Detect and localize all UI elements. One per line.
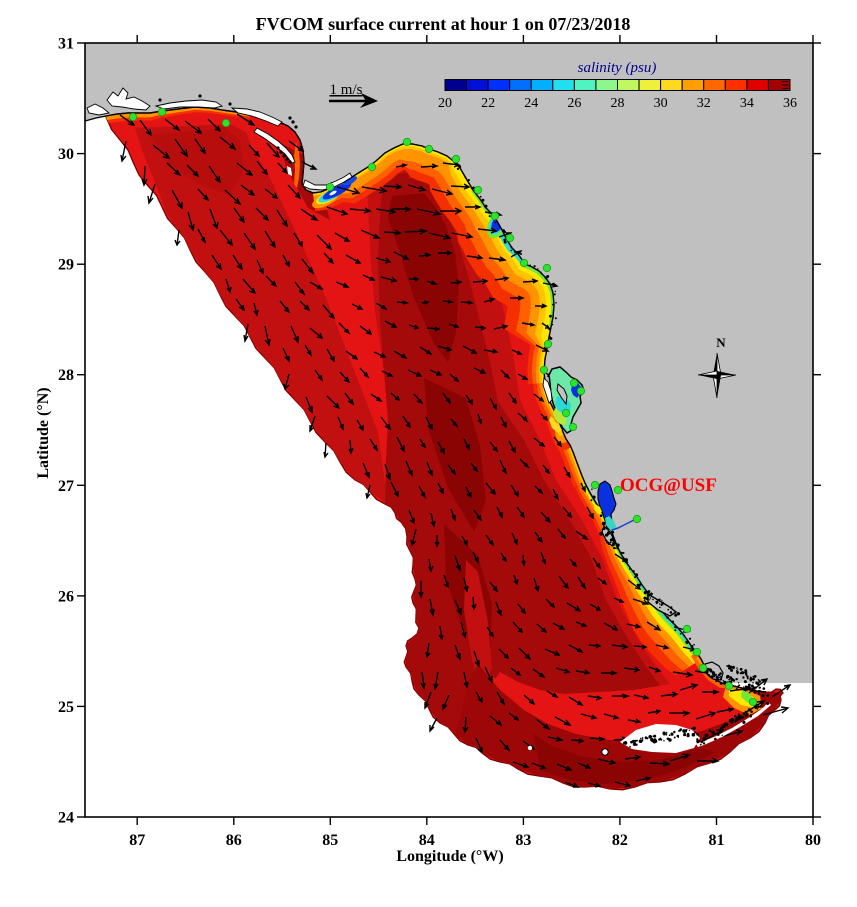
svg-text:80: 80: [805, 832, 821, 849]
svg-text:84: 84: [419, 832, 435, 849]
svg-text:36: 36: [783, 96, 797, 111]
svg-text:22: 22: [481, 96, 495, 111]
svg-text:86: 86: [226, 832, 242, 849]
svg-text:30: 30: [58, 146, 74, 163]
svg-text:34: 34: [740, 96, 754, 111]
svg-text:26: 26: [58, 588, 74, 605]
svg-text:salinity (psu): salinity (psu): [578, 60, 657, 76]
svg-text:28: 28: [58, 367, 74, 384]
svg-text:N: N: [716, 335, 726, 350]
svg-text:29: 29: [58, 257, 74, 274]
svg-text:32: 32: [697, 96, 711, 111]
svg-text:30: 30: [654, 96, 668, 111]
svg-text:Latitude (°N): Latitude (°N): [35, 387, 52, 478]
svg-text:83: 83: [515, 832, 531, 849]
svg-text:1 m/s: 1 m/s: [330, 82, 363, 98]
svg-text:81: 81: [709, 832, 725, 849]
svg-text:82: 82: [612, 832, 628, 849]
svg-text:24: 24: [524, 96, 538, 111]
svg-text:28: 28: [611, 96, 625, 111]
svg-text:FVCOM surface current at hour: FVCOM surface current at hour 1 on 07/23…: [256, 14, 631, 34]
svg-text:Longitude (°W): Longitude (°W): [396, 848, 503, 865]
svg-text:87: 87: [129, 832, 145, 849]
svg-text:25: 25: [58, 699, 74, 716]
svg-text:85: 85: [322, 832, 338, 849]
svg-text:31: 31: [58, 36, 74, 53]
svg-text:24: 24: [58, 810, 74, 827]
svg-text:OCG@USF: OCG@USF: [620, 475, 717, 496]
svg-text:20: 20: [438, 96, 452, 111]
svg-text:27: 27: [58, 478, 74, 495]
svg-text:26: 26: [567, 96, 581, 111]
